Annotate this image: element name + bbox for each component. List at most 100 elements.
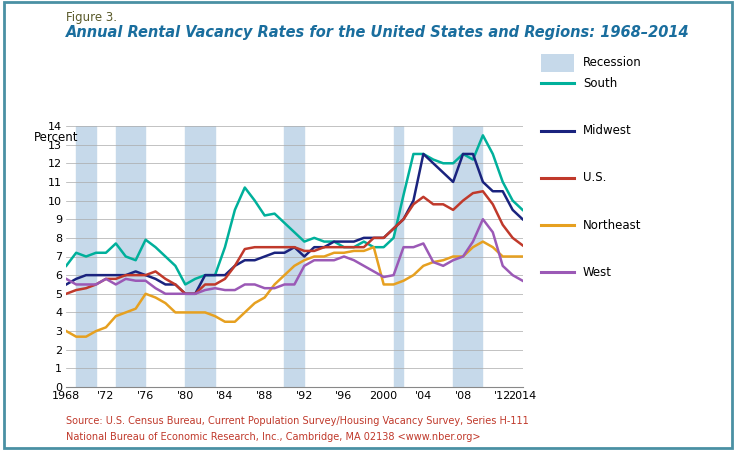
West xyxy=(409,244,418,250)
Northeast xyxy=(280,272,289,278)
Northeast xyxy=(469,244,478,250)
South xyxy=(250,198,259,203)
Midwest xyxy=(102,272,110,278)
U.S. xyxy=(409,202,418,207)
Northeast xyxy=(62,328,71,334)
Midwest xyxy=(171,282,180,287)
South xyxy=(419,151,428,157)
South xyxy=(171,263,180,269)
U.S. xyxy=(191,291,199,297)
Northeast xyxy=(270,282,279,287)
West xyxy=(221,288,230,293)
Northeast xyxy=(181,310,190,315)
South xyxy=(330,239,339,244)
South xyxy=(82,254,91,259)
Northeast xyxy=(91,328,100,334)
Midwest xyxy=(509,207,517,212)
Midwest xyxy=(230,263,239,269)
Northeast xyxy=(399,278,408,284)
U.S. xyxy=(230,263,239,269)
South xyxy=(161,254,170,259)
U.S. xyxy=(459,198,467,203)
U.S. xyxy=(419,194,428,199)
South xyxy=(310,235,319,241)
South xyxy=(280,220,289,225)
Northeast xyxy=(459,254,467,259)
Bar xyxy=(185,126,214,387)
West xyxy=(71,282,80,287)
Northeast xyxy=(82,334,91,339)
South xyxy=(489,151,498,157)
West xyxy=(459,254,467,259)
U.S. xyxy=(241,246,250,252)
U.S. xyxy=(62,291,71,297)
U.S. xyxy=(439,202,447,207)
South xyxy=(121,254,130,259)
Northeast xyxy=(241,310,250,315)
Midwest xyxy=(241,257,250,263)
U.S. xyxy=(82,285,91,291)
Northeast xyxy=(121,310,130,315)
West xyxy=(469,239,478,244)
Text: Annual Rental Vacancy Rates for the United States and Regions: 1968–2014: Annual Rental Vacancy Rates for the Unit… xyxy=(66,25,690,40)
Northeast xyxy=(350,248,358,254)
U.S. xyxy=(300,248,308,254)
Northeast xyxy=(359,248,368,254)
South xyxy=(201,272,210,278)
Midwest xyxy=(359,235,368,241)
Northeast xyxy=(339,250,348,256)
Northeast xyxy=(221,319,230,324)
Midwest xyxy=(250,257,259,263)
U.S. xyxy=(399,216,408,222)
Text: Percent: Percent xyxy=(35,131,79,144)
U.S. xyxy=(330,244,339,250)
Northeast xyxy=(449,254,458,259)
U.S. xyxy=(290,244,299,250)
West xyxy=(419,241,428,246)
West xyxy=(339,254,348,259)
Midwest xyxy=(319,244,328,250)
Northeast xyxy=(141,291,150,297)
Midwest xyxy=(131,269,140,274)
U.S. xyxy=(429,202,438,207)
Northeast xyxy=(409,272,418,278)
South xyxy=(210,272,219,278)
Text: U.S.: U.S. xyxy=(583,171,606,184)
South xyxy=(191,276,199,282)
South xyxy=(389,235,398,241)
West xyxy=(280,282,289,287)
Midwest xyxy=(161,282,170,287)
West xyxy=(250,282,259,287)
Northeast xyxy=(498,254,507,259)
Midwest xyxy=(261,254,269,259)
South xyxy=(339,244,348,250)
Midwest xyxy=(478,179,487,184)
U.S. xyxy=(121,272,130,278)
West xyxy=(62,276,71,282)
Midwest xyxy=(409,198,418,203)
South xyxy=(459,151,467,157)
Northeast xyxy=(478,239,487,244)
Northeast xyxy=(290,263,299,269)
Midwest xyxy=(191,291,199,297)
Midwest xyxy=(518,216,527,222)
U.S. xyxy=(270,244,279,250)
South xyxy=(350,244,358,250)
Northeast xyxy=(111,314,120,319)
Northeast xyxy=(518,254,527,259)
Northeast xyxy=(171,310,180,315)
West xyxy=(131,278,140,284)
West xyxy=(429,259,438,265)
West xyxy=(191,291,199,297)
U.S. xyxy=(280,244,289,250)
West xyxy=(319,257,328,263)
Midwest xyxy=(270,250,279,256)
South xyxy=(270,211,279,216)
U.S. xyxy=(339,244,348,250)
Midwest xyxy=(280,250,289,256)
Bar xyxy=(453,126,482,387)
Northeast xyxy=(429,259,438,265)
Text: Midwest: Midwest xyxy=(583,124,631,137)
Midwest xyxy=(350,239,358,244)
Northeast xyxy=(389,282,398,287)
